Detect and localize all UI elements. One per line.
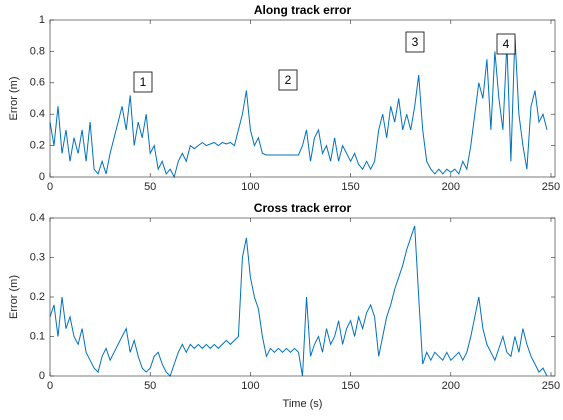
error-line <box>49 35 548 179</box>
axes-background <box>50 20 555 177</box>
y-tick-label: 0.2 <box>30 140 45 152</box>
annotation: 2 <box>285 73 292 87</box>
x-tick-label: 50 <box>144 181 156 193</box>
y-tick-label: 0.1 <box>30 330 45 342</box>
error-line <box>49 225 548 377</box>
x-tick-label: 0 <box>47 181 53 193</box>
y-tick-label: 0.2 <box>30 291 45 303</box>
annotation: 3 <box>412 35 419 49</box>
annotation-box <box>278 69 298 91</box>
x-tick-label: 250 <box>542 181 560 193</box>
y-axis-label: Error (m) <box>8 77 20 121</box>
axes-frame <box>49 19 556 178</box>
y-tick-label: 0 <box>39 171 45 183</box>
annotation-box <box>496 33 516 55</box>
annotation: 4 <box>503 37 510 51</box>
chart-title: Along track error <box>254 3 352 17</box>
x-tick-label: 0 <box>47 380 53 392</box>
x-tick-label: 150 <box>341 181 359 193</box>
x-tick-label: 150 <box>341 380 359 392</box>
y-tick-label: 0.6 <box>30 77 45 89</box>
y-tick-label: 0 <box>39 370 45 382</box>
y-tick-label: 1 <box>39 14 45 26</box>
y-axis-label: Error (m) <box>8 275 20 319</box>
x-tick-label: 50 <box>144 380 156 392</box>
y-tick-label: 0.8 <box>30 45 45 57</box>
y-tick-label: 0.4 <box>30 108 45 120</box>
annotation-box <box>405 31 425 53</box>
axes-background <box>50 218 555 376</box>
x-axis-label: Time (s) <box>283 398 323 410</box>
y-tick-label: 0.3 <box>30 251 45 263</box>
x-tick-label: 250 <box>542 380 560 392</box>
annotation-box <box>133 71 153 93</box>
x-tick-label: 100 <box>241 181 259 193</box>
x-tick-label: 200 <box>442 380 460 392</box>
chart-title: Cross track error <box>254 201 352 215</box>
y-tick-label: 0.4 <box>30 212 45 224</box>
annotation: 1 <box>140 75 147 89</box>
x-tick-label: 200 <box>442 181 460 193</box>
x-tick-label: 100 <box>241 380 259 392</box>
